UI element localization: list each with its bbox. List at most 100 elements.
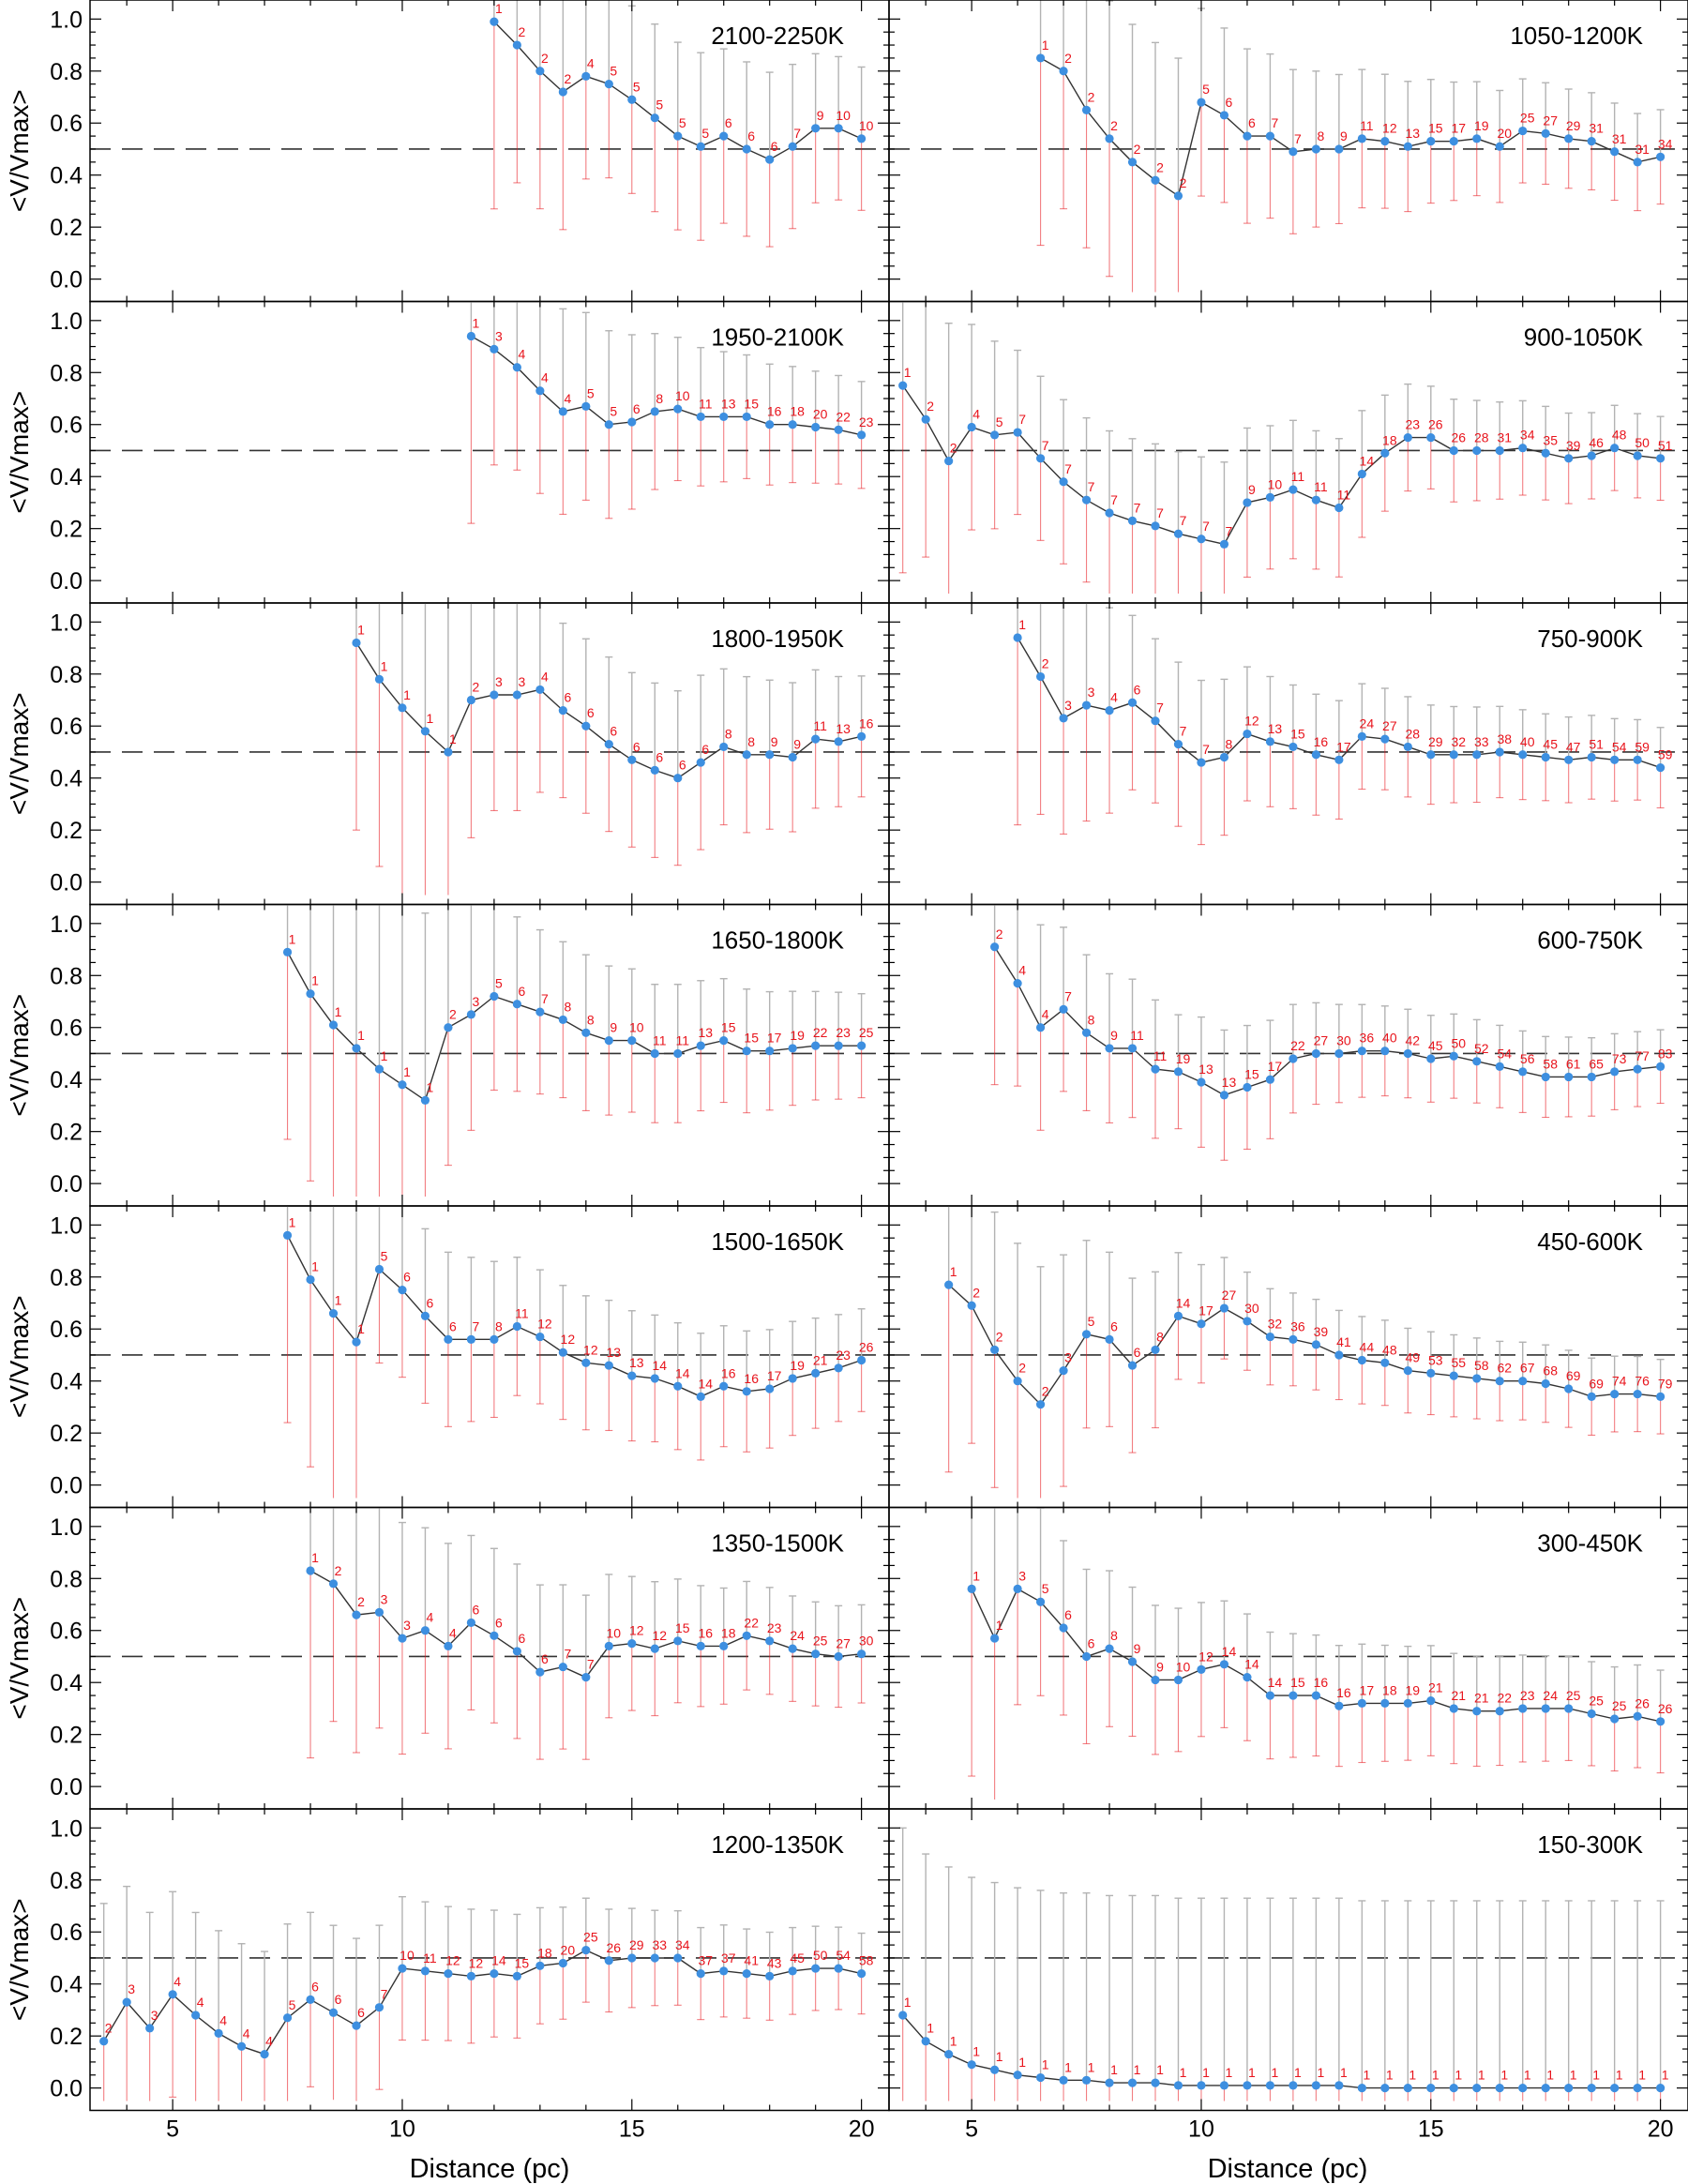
error-bar — [835, 55, 843, 201]
data-point — [1495, 1707, 1504, 1716]
error-bar — [513, 0, 521, 184]
count-label: 3 — [1064, 698, 1072, 713]
data-point — [581, 1358, 591, 1367]
data-point — [719, 1966, 729, 1976]
error-bar — [1450, 81, 1458, 202]
error-bar — [1472, 1655, 1481, 1768]
data-point — [1633, 2084, 1642, 2093]
count-label: 16 — [1314, 734, 1329, 749]
data-point — [1197, 1664, 1206, 1674]
error-bar — [627, 968, 636, 1113]
error-bar — [353, 1937, 360, 2101]
data-point — [1357, 469, 1366, 479]
count-label: 15 — [1244, 1067, 1259, 1082]
error-bar — [1128, 1277, 1137, 1453]
error-bar — [789, 366, 797, 484]
count-label: 83 — [1658, 1046, 1673, 1061]
data-point — [1472, 1374, 1482, 1383]
error-bar — [1588, 412, 1596, 500]
error-bar — [581, 311, 590, 501]
count-label: 21 — [1451, 1688, 1466, 1703]
data-point — [581, 1946, 591, 1955]
count-label: 1 — [996, 1618, 1003, 1633]
y-axis-title: <V/Vmax> — [5, 89, 34, 212]
count-label: 7 — [1110, 492, 1118, 507]
data-point — [673, 1636, 683, 1646]
count-label: 45 — [1543, 737, 1558, 752]
count-label: 36 — [1290, 1318, 1305, 1333]
error-bar — [1197, 1602, 1205, 1738]
y-tick-label: 0.4 — [50, 1369, 83, 1395]
data-point — [374, 1264, 384, 1274]
count-label: 19 — [790, 1358, 805, 1373]
error-bar — [1289, 1292, 1297, 1387]
data-point — [742, 412, 751, 422]
count-label: 15 — [744, 1031, 759, 1046]
data-point — [1243, 1673, 1252, 1682]
count-label: 31 — [1635, 142, 1650, 157]
data-point — [145, 2024, 155, 2033]
data-point — [1289, 1691, 1298, 1700]
data-point — [1403, 1366, 1412, 1376]
error-bar — [990, 340, 999, 530]
count-label: 1 — [449, 731, 457, 746]
error-bar — [1220, 27, 1228, 203]
error-bar — [697, 980, 705, 1112]
data-point — [1289, 1054, 1298, 1063]
count-label: 6 — [1226, 95, 1233, 110]
count-label: 29 — [1566, 118, 1581, 133]
count-label: 1 — [381, 658, 388, 673]
error-bar — [743, 61, 751, 237]
error-bar — [1588, 715, 1596, 800]
count-label: 1 — [1248, 2065, 1256, 2080]
error-bar — [627, 334, 636, 510]
data-point — [1610, 147, 1620, 157]
data-point — [788, 1966, 797, 1976]
error-bar — [1036, 1266, 1045, 1499]
data-point — [1289, 147, 1298, 157]
error-bar — [811, 53, 820, 203]
data-point — [1127, 1657, 1138, 1666]
count-label: 5 — [1202, 82, 1210, 97]
count-label: 31 — [1497, 429, 1512, 444]
count-label: 56 — [1520, 1051, 1535, 1066]
data-point — [1265, 2081, 1275, 2090]
count-label: 22 — [744, 1615, 759, 1630]
y-tick-label: 0.8 — [50, 963, 83, 989]
error-bar — [1128, 23, 1137, 293]
y-tick-label: 1.0 — [50, 1815, 83, 1842]
count-label: 26 — [859, 1340, 874, 1355]
panel-title: 900-1050K — [1524, 324, 1644, 352]
error-bar — [1656, 415, 1665, 501]
count-label: 6 — [564, 690, 571, 705]
count-label: 8 — [656, 391, 663, 406]
count-label: 77 — [1635, 1048, 1650, 1063]
data-point — [282, 947, 293, 956]
count-label: 4 — [972, 407, 980, 422]
error-bar — [1036, 603, 1045, 815]
y-tick-label: 0.2 — [50, 818, 83, 844]
count-label: 1 — [357, 623, 365, 638]
data-point — [604, 1641, 613, 1650]
count-label: 2 — [449, 1007, 457, 1022]
data-point — [1587, 1709, 1596, 1719]
error-bar — [1334, 438, 1343, 578]
data-point — [352, 1610, 361, 1619]
count-label: 14 — [698, 1376, 713, 1391]
error-bar — [1380, 394, 1389, 512]
data-point — [1472, 750, 1482, 760]
count-label: 6 — [473, 1602, 480, 1617]
count-label: 7 — [473, 1318, 480, 1333]
error-bar — [765, 363, 774, 486]
data-point — [650, 1048, 659, 1059]
count-label: 15 — [1290, 1675, 1305, 1690]
error-bar — [1060, 1540, 1068, 1716]
count-label: 20 — [1497, 126, 1512, 141]
error-bar — [1496, 1024, 1504, 1108]
error-bar — [789, 63, 797, 230]
data-point — [1127, 2078, 1138, 2087]
data-point — [1243, 1317, 1252, 1326]
data-point — [558, 1662, 567, 1672]
error-bar — [1014, 1507, 1022, 1706]
panel-title: 1050-1200K — [1510, 22, 1643, 50]
